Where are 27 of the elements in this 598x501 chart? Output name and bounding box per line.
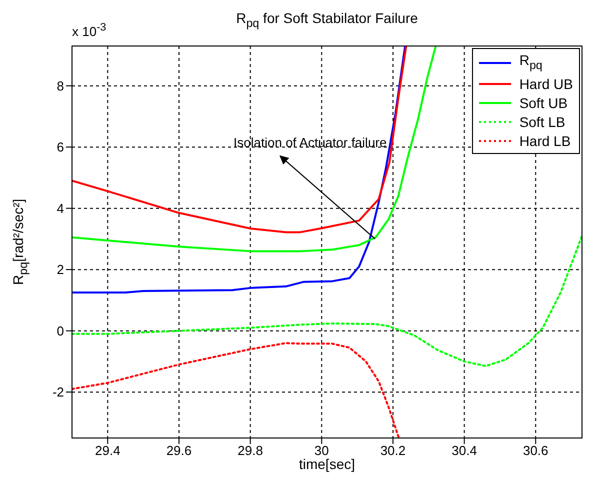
legend-label: Soft UB [519,94,568,113]
x-tick-label: 30.2 [380,443,406,458]
y-tick-label: -2 [52,384,64,400]
line-series [72,46,408,234]
x-tick-label: 30 [314,443,329,458]
line-series [72,234,582,368]
annotation: Isolation of Actuator failure [234,134,387,150]
legend-label: Hard UB [519,74,573,94]
x-tick-label: 29.4 [95,443,120,458]
y-tick-label: 4 [56,200,64,216]
chart-title: R$_{pq}$ for Soft Stabilator Failure [236,10,418,30]
text: x 10$^{-3}$ [72,22,106,40]
legend-label: Hard LB [519,132,571,151]
x-tick-label: 29.6 [166,443,192,458]
legend-label: R$_{pq}$ [519,51,542,74]
legend-label: Soft LB [519,112,566,132]
y-tick-label: 8 [56,78,64,94]
line-series [72,46,437,252]
line-series [72,342,400,438]
y-tick-label: 0 [56,323,64,338]
y-tick-label: 6 [56,140,64,155]
x-tick-label: 30.6 [522,443,548,458]
y-tick-label: 2 [56,262,64,278]
x-tick-label: 29.8 [238,443,263,458]
line-series [72,46,406,294]
x-axis-title: time[sec] [298,456,355,472]
x-tick-label: 30.4 [452,443,477,458]
